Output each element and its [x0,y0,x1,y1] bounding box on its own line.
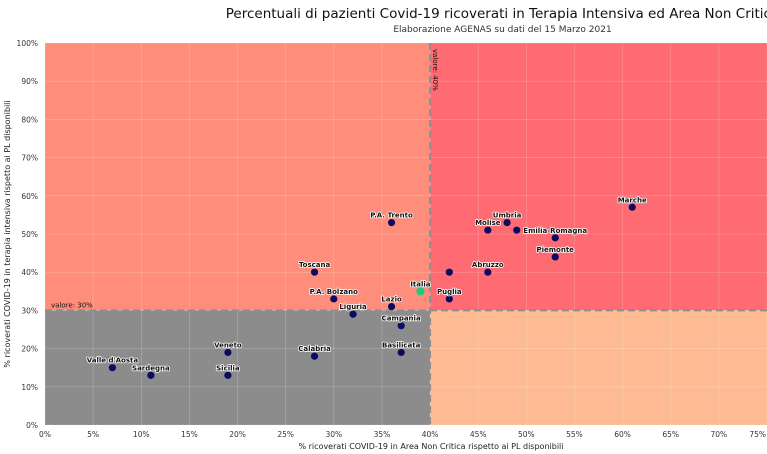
point-p-a-bolzano [330,295,338,303]
point-abruzzo [484,268,492,276]
threshold-lines: valore: 40% valore: 30% [45,43,767,425]
x-tick-label: 15% [181,430,198,439]
x-axis-ticks: 0% 5% 10% 15% 20% 25% 30% 35% 40% 45% 50% 55% 60% 65%… [39,430,766,439]
point-puglia [445,295,453,303]
x-tick-label: 25% [277,430,294,439]
x-tick-label: 50% [518,430,535,439]
x-tick-label: 40% [422,430,439,439]
point-veneto-label: Veneto [214,341,242,349]
point-sicilia [224,371,232,379]
x-tick-label: 35% [374,430,391,439]
x-tick-label: 45% [470,430,487,439]
point-sicilia-label: Sicilia [216,364,240,372]
y-tick-label: 70% [21,154,38,163]
x-axis-label: % ricoverati COVID-19 in Area Non Critic… [299,442,564,451]
grid-lines [44,42,767,426]
y-tick-label: 60% [21,192,38,201]
x-tick-label: 65% [662,430,679,439]
point-emilia-romagna [551,234,559,242]
point-basilicata-label: Basilicata [382,341,421,349]
point-calabria-label: Calabria [298,345,331,353]
x-tick-label: 60% [614,430,631,439]
x-tick-label: 0% [39,430,51,439]
point-liguria-label: Liguria [339,303,367,311]
y-tick-label: 40% [21,268,38,277]
quadrant-top-right [430,43,767,311]
y-tick-label: 20% [21,345,38,354]
point-molise-label: Molise [475,219,501,227]
point-piemonte-label: Piemonte [536,246,574,254]
point-puglia-label: Puglia [437,288,462,296]
chart-title: Percentuali di pazienti Covid-19 ricover… [225,6,767,22]
point-italia-label: Italia [410,280,430,288]
point-marche [628,203,636,211]
x-tick-label: 5% [87,430,99,439]
data-points [108,203,636,379]
y-tick-label: 90% [21,77,38,86]
quadrant-backgrounds [45,43,767,425]
point-sardegna-label: Sardegna [132,364,170,372]
point-lazio-label: Lazio [381,296,402,304]
threshold-label-y: valore: 30% [51,301,93,309]
x-tick-label: 55% [566,430,583,439]
point-valle-d-aosta-label: Valle d'Aosta [87,357,139,365]
point-umbria [503,218,511,227]
point-liguria [349,310,357,318]
x-tick-label: 70% [711,430,728,439]
y-axis-label: % ricoverati COVID-19 in terapia intensi… [3,100,12,367]
point-sardegna [147,371,155,379]
point-umbria-label: Umbria [493,212,522,220]
y-tick-label: 50% [21,230,38,239]
x-tick-label: 20% [229,430,246,439]
point-basilicata [397,348,405,357]
y-tick-label: 100% [17,39,38,48]
x-tick-label: 30% [325,430,342,439]
quadrant-top-left [45,43,431,311]
point-marche-label: Marche [618,196,647,204]
x-tick-label: 10% [133,430,150,439]
point-p-a-bolzano-label: P.A. Bolzano [310,288,358,296]
point-lazio [387,302,396,311]
point-molise [484,226,492,234]
point-valle-d-aosta [108,364,116,372]
x-tick-label: 75% [749,430,766,439]
point-abruzzo-label: Abruzzo [472,261,504,269]
point-toscana-label: Toscana [299,261,331,269]
point-calabria [310,352,319,360]
point-veneto [224,348,232,357]
chart-subtitle: Elaborazione AGENAS su dati del 15 Marzo… [393,25,612,35]
quadrant-bottom-right [430,310,767,425]
point-unlabeled [513,226,521,234]
point-p-a-trento-label: P.A. Trento [370,212,413,220]
threshold-label-x: valore: 40% [431,49,439,91]
point-toscana [310,268,319,276]
y-tick-label: 30% [21,306,38,315]
point-campania [397,322,405,330]
point-p-a-trento [387,218,396,227]
point-campania-label: Campania [382,315,421,323]
point-piemonte [551,253,559,261]
point-unlabeled [445,268,453,276]
y-axis-ticks: 0% 10% 20% 30% 40% 50% 60% 70% 80% 90% 100% [17,39,38,430]
y-tick-label: 10% [21,383,38,392]
point-italia [416,287,425,296]
y-tick-label: 80% [21,115,38,124]
point-emilia-romagna-label: Emilia-Romagna [523,227,587,235]
y-tick-label: 0% [26,421,38,430]
